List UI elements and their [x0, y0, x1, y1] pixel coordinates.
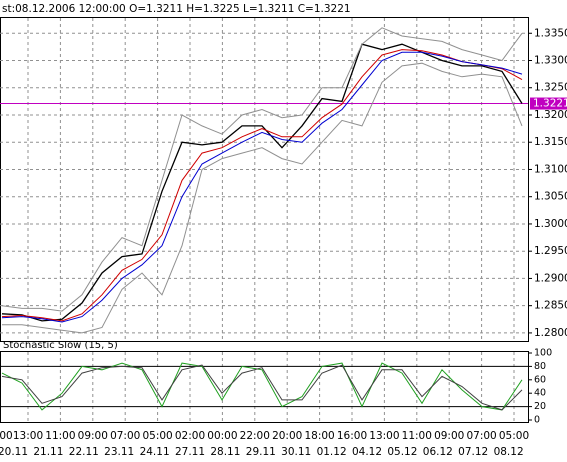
y-tick-label: 1.2900	[534, 272, 567, 284]
series-line	[1, 51, 523, 323]
date-label: 22.11	[69, 446, 99, 458]
y-tick-label: 1.3150	[534, 136, 567, 148]
date-label: 20.11	[0, 446, 28, 458]
time-label: 07:00	[466, 430, 496, 442]
date-label: 24.11	[140, 446, 170, 458]
y-tick-label: 80	[534, 361, 546, 372]
y-tick-label: 1.3000	[534, 218, 567, 230]
date-label: 07.12	[458, 446, 488, 458]
time-label: 13:00	[13, 430, 43, 442]
time-label: 18:00	[304, 430, 334, 442]
date-label: 23.11	[104, 446, 134, 458]
time-label: 11:00	[402, 430, 432, 442]
panel-frame	[0, 351, 529, 423]
series-line	[1, 49, 523, 322]
series-line	[1, 364, 523, 411]
time-label: 09:00	[78, 430, 108, 442]
time-label: 16:00	[337, 430, 367, 442]
date-label: 21.11	[33, 446, 63, 458]
time-label: 00	[0, 430, 13, 442]
series-line	[1, 362, 523, 411]
y-tick-label: 20	[534, 401, 546, 412]
y-tick-label: 100	[534, 348, 552, 359]
series-line	[1, 43, 523, 322]
date-label: 05.12	[387, 446, 417, 458]
y-tick-label: 1.3100	[534, 163, 567, 175]
price-label-bg	[530, 97, 567, 110]
series-line	[1, 27, 523, 312]
y-tick-label: 1.2850	[534, 300, 567, 312]
y-tick-label: 1.2800	[534, 327, 567, 339]
y-tick-label: 1.3200	[534, 109, 567, 121]
y-tick-label: 60	[534, 374, 546, 385]
y-tick-label: 0	[534, 415, 540, 426]
y-tick-label: 40	[534, 388, 546, 399]
date-label: 28.11	[210, 446, 240, 458]
date-label: 06.12	[423, 446, 453, 458]
time-label: 11:00	[45, 430, 75, 442]
time-label: 05:00	[142, 430, 172, 442]
date-label: 30.11	[281, 446, 311, 458]
date-label: 08.12	[494, 446, 524, 458]
panel-frame	[0, 17, 529, 342]
time-label: 02:00	[175, 430, 205, 442]
y-tick-label: 1.3250	[534, 82, 567, 94]
series-line	[2, 62, 523, 334]
price-label: 1.3221	[533, 98, 567, 110]
time-label: 22:00	[240, 430, 270, 442]
y-tick-label: 1.3350	[534, 27, 567, 39]
time-label: 07:00	[110, 430, 140, 442]
y-tick-label: 1.2950	[534, 245, 567, 257]
time-label: 13:00	[369, 430, 399, 442]
date-label: 27.11	[175, 446, 205, 458]
date-label: 29.11	[246, 446, 276, 458]
y-tick-label: 1.3300	[534, 54, 567, 66]
chart-title: st:08.12.2006 12:00:00 O=1.3211 H=1.3225…	[2, 3, 351, 15]
time-label: 05:00	[499, 430, 529, 442]
indicator-title: Stochastic Slow (15, 5)	[3, 340, 118, 351]
date-label: 01.12	[317, 446, 347, 458]
y-tick-label: 1.3050	[534, 191, 567, 203]
date-label: 04.12	[352, 446, 382, 458]
time-label: 09:00	[434, 430, 464, 442]
time-label: 00:00	[207, 430, 237, 442]
time-label: 20:00	[272, 430, 302, 442]
